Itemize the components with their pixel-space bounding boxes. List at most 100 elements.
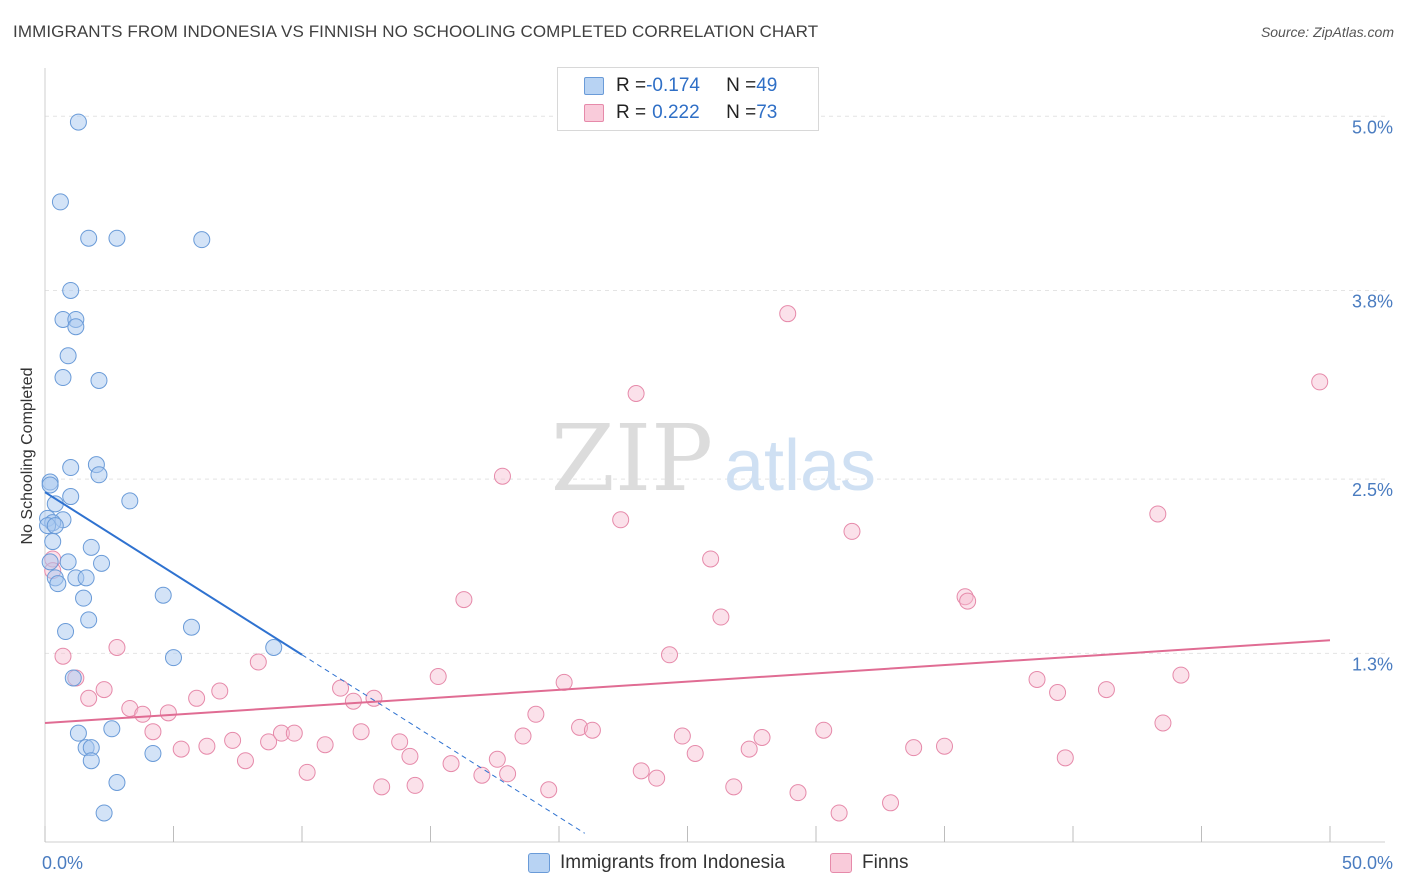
- finns-point: [1097, 681, 1115, 699]
- finns-point: [285, 724, 303, 742]
- finns-point: [172, 740, 190, 758]
- finns-point: [401, 747, 419, 765]
- finns-point: [583, 721, 601, 739]
- indonesia-trend-extension: [301, 654, 585, 834]
- indonesia-point: [77, 569, 95, 587]
- bottom-legend-label-indonesia: Immigrants from Indonesia: [560, 852, 785, 873]
- indonesia-point: [62, 488, 80, 506]
- indonesia-point: [41, 476, 59, 494]
- indonesia-point: [62, 281, 80, 299]
- indonesia-point: [182, 618, 200, 636]
- finns-point: [352, 723, 370, 741]
- finns-point: [80, 689, 98, 707]
- finns-point: [1049, 684, 1067, 702]
- indonesia-point: [108, 773, 126, 791]
- indonesia-point: [90, 466, 108, 484]
- finns-point: [815, 721, 833, 739]
- chart-title: IMMIGRANTS FROM INDONESIA VS FINNISH NO …: [13, 22, 819, 41]
- finns-point: [612, 511, 630, 529]
- finns-point: [429, 668, 447, 686]
- finns-point: [779, 305, 797, 323]
- finns-point: [648, 769, 666, 787]
- trend-lines: [44, 491, 1331, 834]
- finns-point: [260, 733, 278, 751]
- finns-point: [905, 739, 923, 757]
- finns-point: [298, 763, 316, 781]
- finns-point: [249, 653, 267, 671]
- indonesia-point: [69, 724, 87, 742]
- finns-point: [1149, 505, 1167, 523]
- indonesia-point: [51, 193, 69, 211]
- indonesia-point: [54, 369, 72, 387]
- x-tick-label: 50.0%: [1342, 853, 1393, 873]
- legend-n-value: 73: [756, 102, 778, 123]
- finns-point: [843, 522, 861, 540]
- finns-point: [936, 737, 953, 755]
- source-label: Source: ZipAtlas.com: [1260, 24, 1394, 40]
- finns-point: [661, 646, 679, 664]
- gridlines: [45, 115, 1385, 654]
- finns-point: [134, 705, 152, 723]
- finns-point: [344, 692, 362, 710]
- bottom-legend-indonesia: Immigrants from Indonesia: [528, 852, 785, 874]
- watermark-zip: ZIP: [551, 405, 713, 512]
- finns-point: [272, 724, 290, 742]
- finns-point: [144, 723, 162, 741]
- y-tick-label: 5.0%: [1352, 117, 1393, 137]
- finns-point: [1154, 714, 1172, 732]
- finns-point: [540, 781, 558, 799]
- finns-trend-line: [44, 639, 1331, 724]
- finns-point: [499, 765, 517, 783]
- finns-point: [1028, 670, 1046, 688]
- legend: R = -0.174 N = 49 R = 0.222 N = 73: [557, 67, 819, 131]
- x-tick-label: 0.0%: [42, 853, 83, 873]
- indonesia-trend-line: [44, 491, 303, 656]
- finns-point: [789, 784, 807, 802]
- finns-point: [493, 467, 511, 485]
- indonesia-point: [49, 575, 67, 593]
- watermark-atlas: atlas: [724, 426, 876, 506]
- finns-point: [54, 647, 72, 665]
- watermark: ZIP atlas: [551, 405, 876, 512]
- finns-point: [555, 673, 573, 691]
- legend-swatch-indonesia: [584, 77, 604, 95]
- indonesia-point: [165, 649, 182, 667]
- bottom-legend-swatch-finns: [830, 853, 852, 873]
- bottom-legend-swatch-indonesia: [528, 853, 550, 873]
- indonesia-point: [46, 517, 64, 535]
- legend-n-label: N =: [726, 102, 757, 123]
- legend-n-value: 49: [756, 75, 778, 96]
- indonesia-point: [93, 554, 111, 572]
- finns-point: [224, 731, 242, 749]
- finns-point: [188, 689, 206, 707]
- indonesia-point: [193, 231, 211, 249]
- legend-r-value: 0.222: [652, 102, 700, 123]
- axes: [44, 68, 1385, 843]
- finns-point: [686, 744, 704, 762]
- finns-point: [527, 705, 545, 723]
- legend-swatch-finns: [584, 104, 604, 122]
- finns-point: [391, 733, 409, 751]
- indonesia-point: [80, 611, 98, 629]
- indonesia-point: [95, 804, 113, 822]
- indonesia-point: [265, 639, 283, 657]
- finns-point: [332, 679, 350, 697]
- indonesia-point: [64, 669, 82, 687]
- legend-n-label: N =: [726, 75, 757, 96]
- indonesia-point: [144, 744, 162, 762]
- legend-r-label: R =: [616, 102, 647, 123]
- indonesia-point: [90, 371, 108, 389]
- finns-point: [108, 639, 126, 657]
- indonesia-point: [121, 492, 139, 510]
- finns-point: [211, 682, 229, 700]
- finns-point: [712, 608, 730, 626]
- legend-row-finns: R = 0.222 N = 73: [584, 100, 777, 126]
- finns-point: [753, 728, 771, 746]
- finns-point: [373, 778, 391, 796]
- finns-point: [740, 740, 758, 758]
- indonesia-point: [41, 553, 59, 571]
- indonesia-series: [39, 113, 283, 822]
- legend-r-value: -0.174: [646, 75, 700, 96]
- bottom-legend-label-finns: Finns: [862, 852, 909, 873]
- finns-point: [673, 727, 691, 745]
